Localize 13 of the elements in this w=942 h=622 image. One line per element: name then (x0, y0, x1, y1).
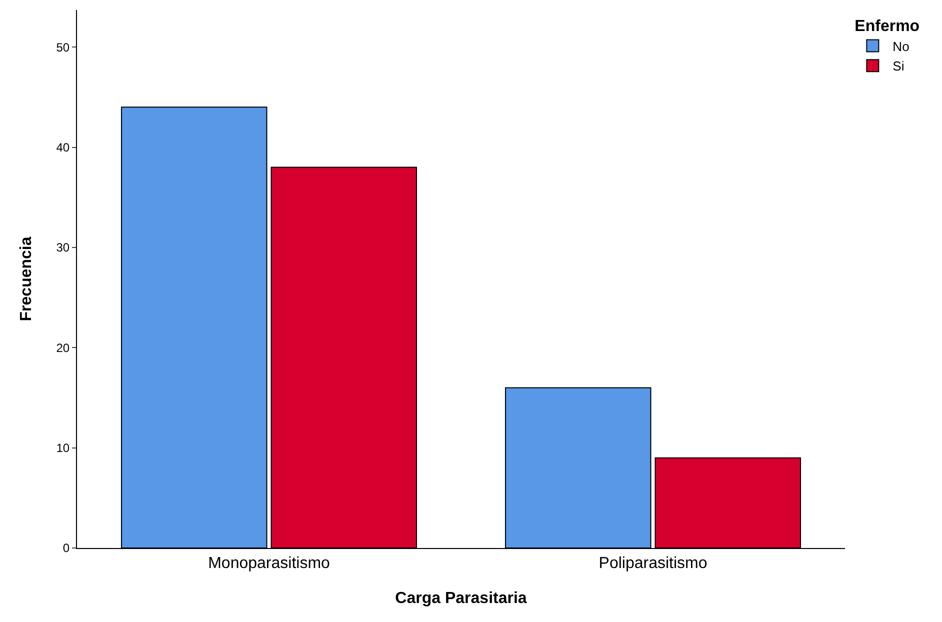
x-tick-label: Poliparasitismo (598, 555, 708, 572)
legend-title: Enfermo (854, 18, 920, 35)
y-tick-label: 20 (56, 340, 70, 355)
x-axis-title: Carga Parasitaria (395, 590, 527, 607)
y-tick-label: 40 (56, 140, 70, 154)
legend-label: Si (892, 58, 904, 74)
y-tick-label: 50 (56, 40, 70, 54)
x-tick-label: Monoparasitismo (208, 555, 330, 572)
y-axis-title: Frecuencia (18, 236, 36, 322)
y-tick-label: 0 (62, 541, 70, 556)
y-tick-label: 10 (56, 441, 70, 456)
y-tick-label: 30 (56, 240, 70, 255)
legend-label: No (892, 38, 910, 54)
